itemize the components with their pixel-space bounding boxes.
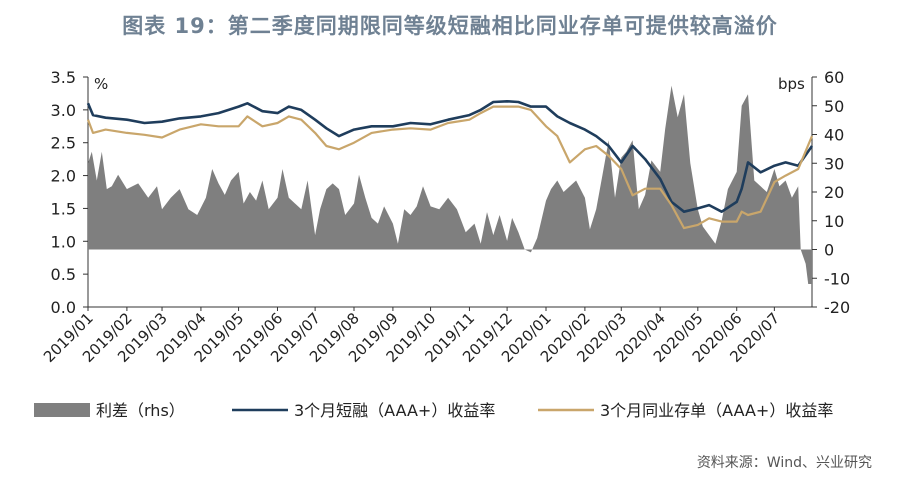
right-tick-label: 10 [824, 212, 844, 231]
spread-area [88, 85, 812, 284]
left-tick-label: 0.5 [51, 265, 76, 284]
right-tick-label: 0 [824, 241, 834, 260]
left-tick-label: 1.0 [51, 232, 76, 251]
right-tick-label: 30 [824, 154, 844, 173]
right-tick-label: 60 [824, 68, 844, 87]
legend-cp-label: 3个月短融（AAA+）收益率 [294, 401, 495, 420]
right-tick-label: 20 [824, 183, 844, 202]
ncd-yield-line [86, 105, 814, 230]
left-tick-label: 1.5 [51, 199, 76, 218]
right-tick-label: -20 [824, 298, 850, 317]
legend-spread-swatch [34, 403, 90, 417]
left-tick-label: 0.0 [51, 298, 76, 317]
cp-yield-line [86, 100, 814, 213]
legend-ncd-label: 3个月同业存单（AAA+）收益率 [600, 401, 833, 420]
left-unit: % [94, 75, 108, 93]
right-tick-label: 50 [824, 97, 844, 116]
source-note: 资料来源：Wind、兴业研究 [696, 455, 872, 471]
left-tick-label: 3.0 [51, 101, 76, 120]
left-tick-label: 3.5 [51, 68, 76, 87]
left-tick-label: 2.0 [51, 167, 76, 186]
right-tick-label: 40 [824, 126, 844, 145]
legend-spread-label: 利差（rhs） [96, 401, 185, 420]
right-unit: bps [778, 75, 805, 93]
chart-title: 图表 19：第二季度同期限同等级短融相比同业存单可提供较高溢价 [122, 14, 778, 38]
left-tick-label: 2.5 [51, 134, 76, 153]
right-tick-label: -10 [824, 269, 850, 288]
